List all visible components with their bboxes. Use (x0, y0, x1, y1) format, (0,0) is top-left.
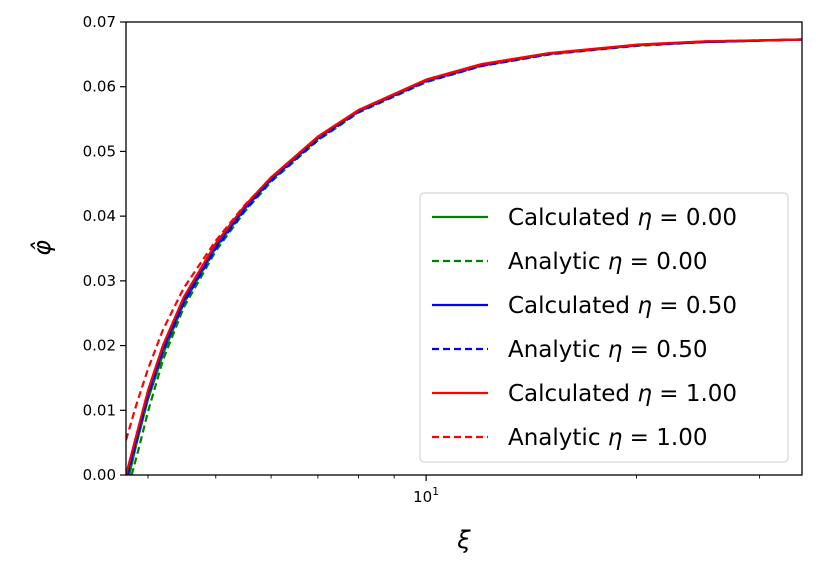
y-tick-label: 0.03 (83, 272, 116, 290)
plot-frame (125, 21, 803, 476)
legend-label: Calculated η = 0.50 (508, 293, 737, 319)
legend-label: Analytic η = 0.50 (508, 337, 707, 363)
y-tick-label: 0.06 (83, 78, 116, 96)
x-axis-label: ξ (456, 526, 471, 554)
series-line-6 (126, 38, 802, 441)
x-axis: 101 (147, 475, 761, 506)
y-tick-label: 0.02 (83, 337, 116, 355)
y-tick-label: 0.01 (83, 401, 116, 419)
y-axis-label: φ̂ (28, 240, 56, 256)
y-tick-label: 0.00 (83, 466, 116, 484)
legend-label: Analytic η = 0.00 (508, 249, 707, 275)
x-tick-label: 101 (413, 485, 439, 506)
legend-box (419, 192, 789, 463)
legend-label: Analytic η = 1.00 (508, 425, 707, 451)
legend: Calculated η = 0.00 Analytic η = 0.00 Calc… (419, 192, 789, 463)
y-tick-label: 0.07 (83, 13, 116, 31)
legend-label: Calculated η = 1.00 (508, 381, 737, 407)
plot-area (126, 38, 802, 475)
legend-label: Calculated η = 0.00 (508, 205, 737, 231)
y-tick-label: 0.05 (83, 142, 116, 160)
y-tick-label: 0.04 (83, 207, 116, 225)
y-axis: 0.00 0.01 0.02 0.03 0.04 0.05 0.06 0.07 (83, 13, 126, 484)
